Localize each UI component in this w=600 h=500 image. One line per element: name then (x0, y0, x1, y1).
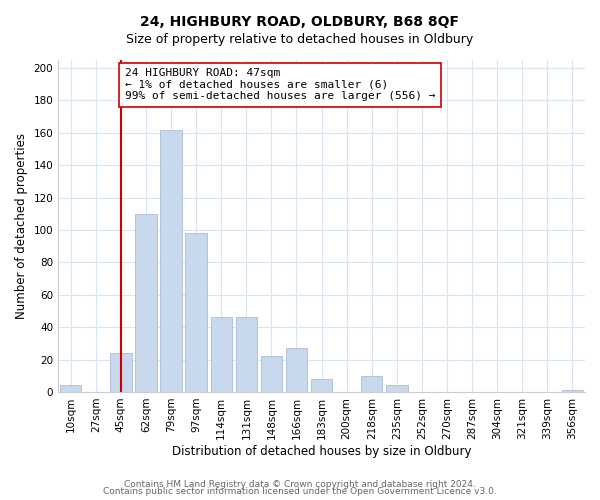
Bar (361, 376, 382, 392)
Text: Size of property relative to detached houses in Oldbury: Size of property relative to detached ho… (127, 32, 473, 46)
Bar (311, 379, 332, 392)
Bar (185, 234, 207, 392)
Bar (386, 386, 407, 392)
Text: Contains public sector information licensed under the Open Government Licence v3: Contains public sector information licen… (103, 487, 497, 496)
Text: Contains HM Land Registry data © Crown copyright and database right 2024.: Contains HM Land Registry data © Crown c… (124, 480, 476, 489)
Bar (261, 356, 282, 392)
X-axis label: Distribution of detached houses by size in Oldbury: Distribution of detached houses by size … (172, 444, 472, 458)
Bar (286, 348, 307, 392)
Bar (160, 130, 182, 392)
Y-axis label: Number of detached properties: Number of detached properties (15, 133, 28, 319)
Bar (211, 318, 232, 392)
Bar (236, 318, 257, 392)
Bar (110, 353, 131, 392)
Bar (136, 214, 157, 392)
Bar (562, 390, 583, 392)
Bar (60, 386, 82, 392)
Text: 24 HIGHBURY ROAD: 47sqm
← 1% of detached houses are smaller (6)
99% of semi-deta: 24 HIGHBURY ROAD: 47sqm ← 1% of detached… (125, 68, 435, 102)
Text: 24, HIGHBURY ROAD, OLDBURY, B68 8QF: 24, HIGHBURY ROAD, OLDBURY, B68 8QF (140, 15, 460, 29)
